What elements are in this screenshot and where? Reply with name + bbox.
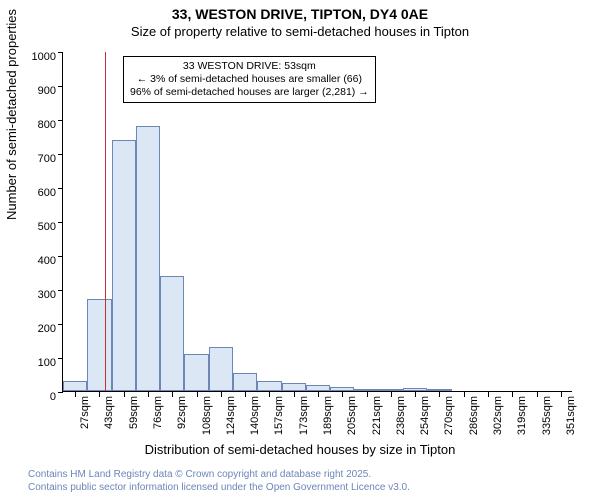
y-tick-label: 100 bbox=[16, 357, 56, 369]
histogram-bar bbox=[257, 381, 281, 391]
histogram-bar bbox=[184, 354, 208, 391]
x-tick-mark bbox=[488, 392, 489, 397]
x-tick-label: 27sqm bbox=[79, 396, 91, 429]
x-tick-mark bbox=[124, 392, 125, 397]
y-tick-label: 400 bbox=[16, 255, 56, 267]
x-tick-label: 76sqm bbox=[152, 396, 164, 429]
y-tick-mark bbox=[58, 154, 63, 155]
y-tick-mark bbox=[58, 120, 63, 121]
y-tick-label: 0 bbox=[16, 391, 56, 403]
y-tick-label: 300 bbox=[16, 289, 56, 301]
x-tick-label: 335sqm bbox=[541, 396, 553, 435]
x-tick-mark bbox=[561, 392, 562, 397]
footnote: Contains HM Land Registry data © Crown c… bbox=[28, 469, 410, 494]
x-tick-label: 189sqm bbox=[322, 396, 334, 435]
x-tick-mark bbox=[391, 392, 392, 397]
y-tick-label: 800 bbox=[16, 119, 56, 131]
x-tick-label: 108sqm bbox=[201, 396, 213, 435]
x-tick-label: 59sqm bbox=[128, 396, 140, 429]
x-tick-mark bbox=[172, 392, 173, 397]
y-tick-mark bbox=[58, 324, 63, 325]
x-tick-label: 124sqm bbox=[225, 396, 237, 435]
y-tick-label: 700 bbox=[16, 153, 56, 165]
histogram-bar bbox=[282, 383, 306, 391]
y-tick-mark bbox=[58, 290, 63, 291]
x-tick-mark bbox=[318, 392, 319, 397]
plot-area: 0100200300400500600700800900100027sqm43s… bbox=[62, 52, 572, 392]
x-tick-mark bbox=[269, 392, 270, 397]
x-tick-label: 140sqm bbox=[249, 396, 261, 435]
title-sub: Size of property relative to semi-detach… bbox=[0, 24, 600, 39]
annotation-box: 33 WESTON DRIVE: 53sqm← 3% of semi-detac… bbox=[123, 56, 376, 103]
y-tick-mark bbox=[58, 256, 63, 257]
x-tick-label: 157sqm bbox=[273, 396, 285, 435]
histogram-bar bbox=[136, 126, 160, 391]
x-tick-label: 173sqm bbox=[298, 396, 310, 435]
x-tick-label: 351sqm bbox=[565, 396, 577, 435]
x-tick-mark bbox=[537, 392, 538, 397]
x-tick-mark bbox=[367, 392, 368, 397]
histogram-bar bbox=[379, 389, 403, 391]
histogram-bar bbox=[403, 388, 427, 391]
x-axis-label: Distribution of semi-detached houses by … bbox=[0, 442, 600, 457]
x-tick-mark bbox=[148, 392, 149, 397]
histogram-bar bbox=[233, 373, 257, 391]
x-tick-mark bbox=[342, 392, 343, 397]
histogram-bar bbox=[87, 299, 111, 391]
x-tick-label: 221sqm bbox=[371, 396, 383, 435]
y-tick-label: 1000 bbox=[16, 51, 56, 63]
x-tick-label: 286sqm bbox=[468, 396, 480, 435]
y-tick-label: 900 bbox=[16, 85, 56, 97]
footnote-line-1: Contains HM Land Registry data © Crown c… bbox=[28, 469, 410, 482]
histogram-bar bbox=[427, 389, 451, 391]
y-tick-mark bbox=[58, 52, 63, 53]
x-tick-label: 238sqm bbox=[395, 396, 407, 435]
histogram-bar bbox=[330, 387, 354, 391]
x-tick-mark bbox=[512, 392, 513, 397]
y-tick-label: 200 bbox=[16, 323, 56, 335]
histogram-bar bbox=[63, 381, 87, 391]
histogram-bar bbox=[354, 389, 378, 391]
x-tick-mark bbox=[245, 392, 246, 397]
x-tick-label: 254sqm bbox=[419, 396, 431, 435]
footnote-line-2: Contains public sector information licen… bbox=[28, 482, 410, 495]
x-tick-mark bbox=[439, 392, 440, 397]
y-tick-mark bbox=[58, 188, 63, 189]
annotation-line-3: 96% of semi-detached houses are larger (… bbox=[130, 86, 369, 99]
y-tick-label: 600 bbox=[16, 187, 56, 199]
x-tick-label: 270sqm bbox=[443, 396, 455, 435]
x-tick-label: 302sqm bbox=[492, 396, 504, 435]
x-tick-label: 43sqm bbox=[103, 396, 115, 429]
y-tick-mark bbox=[58, 222, 63, 223]
histogram-bar bbox=[160, 276, 184, 391]
y-tick-label: 500 bbox=[16, 221, 56, 233]
x-tick-mark bbox=[415, 392, 416, 397]
title-block: 33, WESTON DRIVE, TIPTON, DY4 0AE Size o… bbox=[0, 0, 600, 39]
x-tick-mark bbox=[221, 392, 222, 397]
chart-container: 33, WESTON DRIVE, TIPTON, DY4 0AE Size o… bbox=[0, 0, 600, 500]
title-main: 33, WESTON DRIVE, TIPTON, DY4 0AE bbox=[0, 6, 600, 22]
plot-rect: 0100200300400500600700800900100027sqm43s… bbox=[62, 52, 572, 392]
x-tick-mark bbox=[75, 392, 76, 397]
y-tick-mark bbox=[58, 86, 63, 87]
x-tick-label: 92sqm bbox=[176, 396, 188, 429]
histogram-bar bbox=[209, 347, 233, 391]
x-tick-mark bbox=[464, 392, 465, 397]
y-tick-mark bbox=[58, 358, 63, 359]
x-tick-label: 319sqm bbox=[516, 396, 528, 435]
annotation-line-2: ← 3% of semi-detached houses are smaller… bbox=[130, 73, 369, 86]
annotation-line-1: 33 WESTON DRIVE: 53sqm bbox=[130, 60, 369, 73]
x-tick-mark bbox=[294, 392, 295, 397]
x-tick-mark bbox=[197, 392, 198, 397]
reference-line bbox=[105, 52, 106, 391]
histogram-bar bbox=[306, 385, 330, 391]
histogram-bar bbox=[112, 140, 136, 391]
y-tick-mark bbox=[58, 392, 63, 393]
x-tick-label: 205sqm bbox=[346, 396, 358, 435]
x-tick-mark bbox=[99, 392, 100, 397]
